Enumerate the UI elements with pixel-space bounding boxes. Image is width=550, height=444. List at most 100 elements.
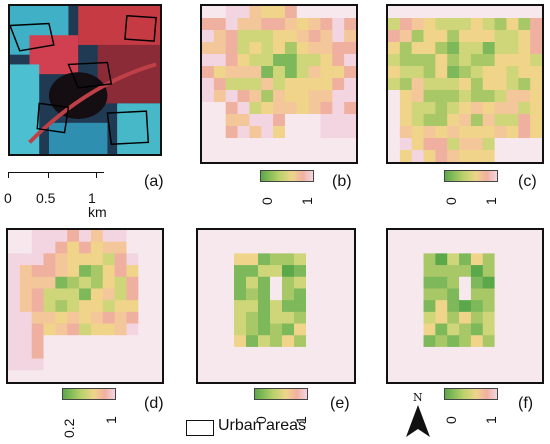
raster-cell bbox=[320, 54, 333, 67]
raster-cell bbox=[237, 18, 250, 31]
raster-cell bbox=[79, 358, 92, 371]
raster-cell bbox=[150, 253, 162, 266]
raster-cell bbox=[114, 300, 127, 313]
raster-cell bbox=[258, 300, 271, 313]
raster-cell bbox=[237, 66, 250, 79]
raster-cell bbox=[411, 114, 425, 127]
raster-cell bbox=[330, 323, 343, 336]
raster-cell bbox=[294, 230, 307, 243]
raster-cell bbox=[423, 323, 436, 336]
raster-cell bbox=[8, 323, 21, 336]
raster-cell bbox=[330, 335, 343, 348]
panel-e-map bbox=[196, 228, 356, 384]
raster-cell bbox=[530, 6, 542, 19]
raster-cell bbox=[90, 323, 104, 336]
raster-cell bbox=[102, 288, 116, 301]
raster-cell bbox=[102, 346, 116, 360]
raster-cell bbox=[399, 102, 413, 115]
raster-cell bbox=[261, 114, 274, 127]
raster-cell bbox=[198, 241, 211, 254]
raster-cell bbox=[306, 311, 319, 325]
raster-cell bbox=[459, 54, 472, 67]
raster-cell bbox=[306, 370, 319, 382]
raster-cell bbox=[330, 358, 343, 371]
raster-cell bbox=[246, 288, 259, 301]
raster-cell bbox=[530, 253, 542, 266]
satellite-composite-image bbox=[10, 6, 160, 154]
raster-cell bbox=[459, 30, 472, 43]
raster-cell bbox=[423, 230, 436, 243]
raster-cell bbox=[459, 276, 472, 289]
raster-cell bbox=[138, 370, 151, 382]
raster-cell bbox=[342, 300, 354, 313]
raster-cell bbox=[90, 241, 104, 254]
raster-cell bbox=[482, 30, 496, 43]
raster-cell bbox=[344, 150, 356, 162]
raster-cell bbox=[518, 311, 531, 325]
raster-cell bbox=[79, 335, 92, 348]
raster-cell bbox=[225, 126, 239, 139]
raster-cell bbox=[234, 230, 247, 243]
raster-cell bbox=[482, 230, 496, 243]
raster-cell bbox=[470, 54, 484, 67]
raster-cell bbox=[55, 323, 68, 336]
raster-cell bbox=[296, 138, 310, 151]
raster-cell bbox=[494, 54, 507, 67]
raster-cell bbox=[447, 241, 460, 254]
raster-cell bbox=[470, 370, 484, 382]
raster-cell bbox=[246, 253, 259, 266]
raster-cell bbox=[102, 300, 116, 313]
raster-cell bbox=[222, 241, 235, 254]
raster-cell bbox=[447, 6, 460, 19]
raster-cell bbox=[399, 114, 413, 127]
raster-cell bbox=[202, 138, 215, 151]
raster-cell bbox=[282, 323, 295, 336]
raster-cell bbox=[530, 150, 542, 162]
raster-cell bbox=[470, 230, 484, 243]
raster-cell bbox=[8, 265, 21, 278]
raster-cell bbox=[530, 288, 542, 301]
raster-cell bbox=[284, 114, 298, 127]
raster-cell bbox=[246, 276, 259, 289]
raster-cell bbox=[423, 335, 436, 348]
raster-cell bbox=[506, 241, 519, 254]
raster-cell bbox=[411, 66, 425, 79]
raster-cell bbox=[459, 300, 472, 313]
raster-cell bbox=[308, 90, 321, 103]
raster-cell bbox=[330, 370, 343, 382]
raster-cell bbox=[234, 358, 247, 371]
raster-cell bbox=[294, 346, 307, 360]
raster-cell bbox=[258, 335, 271, 348]
raster-cell bbox=[411, 346, 425, 360]
raster-cell bbox=[306, 230, 319, 243]
raster-cell bbox=[344, 54, 356, 67]
raster-cell bbox=[506, 102, 519, 115]
raster-cell bbox=[31, 346, 45, 360]
raster-cell bbox=[102, 276, 116, 289]
scale-label-05: 0.5 bbox=[36, 190, 56, 206]
raster-cell bbox=[102, 335, 116, 348]
raster-cell bbox=[31, 265, 45, 278]
raster-cell bbox=[518, 346, 531, 360]
raster-cell bbox=[399, 42, 413, 55]
panel-f-map bbox=[386, 228, 544, 384]
raster-cell bbox=[90, 370, 104, 382]
raster-cell bbox=[506, 66, 519, 79]
raster-cell bbox=[411, 78, 425, 91]
raster-cell bbox=[114, 253, 127, 266]
raster-cell bbox=[411, 311, 425, 325]
raster-cell bbox=[67, 300, 80, 313]
raster-cell bbox=[67, 346, 80, 360]
raster-cell bbox=[388, 265, 401, 278]
raster-cell bbox=[470, 265, 484, 278]
raster-cell bbox=[150, 346, 162, 360]
raster-cell bbox=[494, 102, 507, 115]
raster-cell bbox=[332, 90, 345, 103]
raster-cell bbox=[296, 42, 310, 55]
raster-cell bbox=[411, 358, 425, 371]
raster-cell bbox=[447, 30, 460, 43]
raster-cell bbox=[447, 230, 460, 243]
raster-cell bbox=[198, 230, 211, 243]
raster-cell bbox=[435, 54, 448, 67]
raster-cell bbox=[320, 126, 333, 139]
